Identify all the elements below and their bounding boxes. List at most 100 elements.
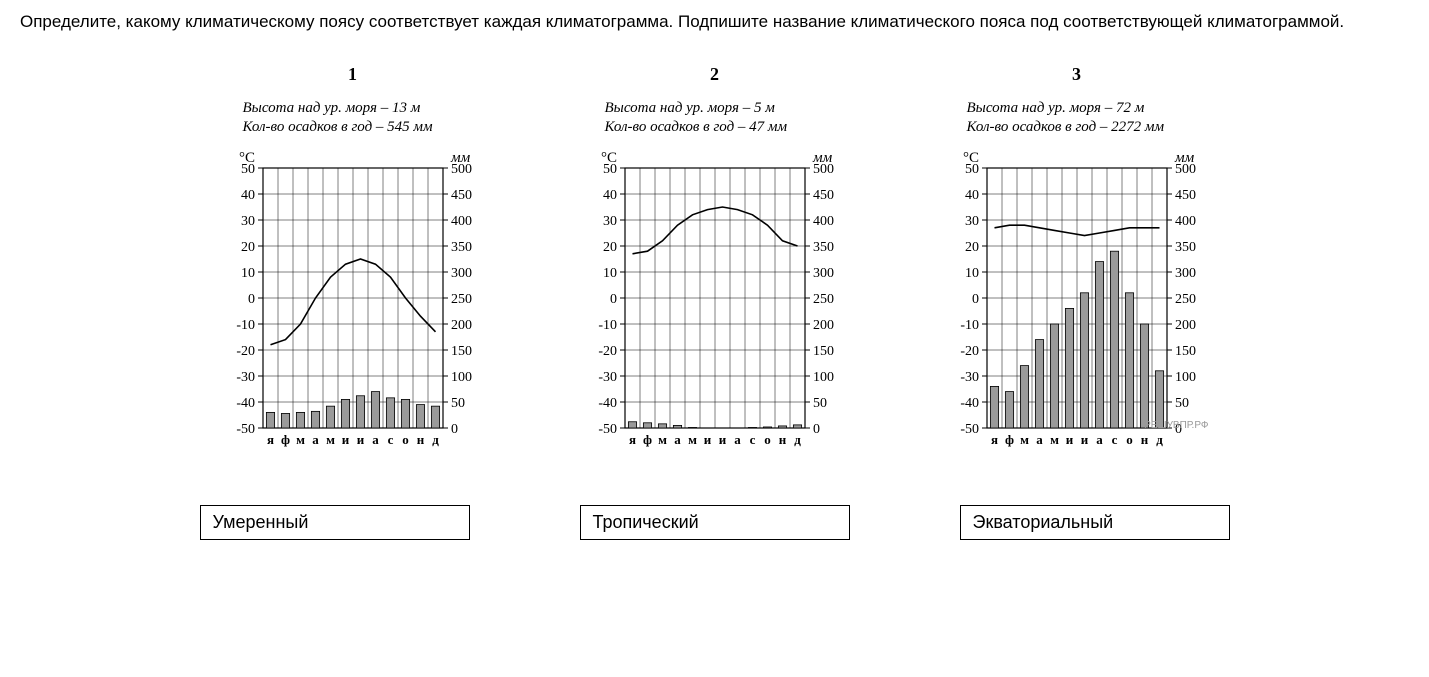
- svg-text:150: 150: [1175, 344, 1196, 359]
- climatogram-svg: 50403020100-10-20-30-40-5050045040035030…: [941, 146, 1213, 450]
- svg-text:а: а: [372, 432, 379, 447]
- svg-text:-30: -30: [598, 370, 617, 385]
- svg-text:-20: -20: [598, 344, 617, 359]
- chart-block-1: 1Высота над ур. моря – 13 мКол-во осадко…: [217, 64, 489, 455]
- altitude-line: Высота над ур. моря – 5 м: [605, 99, 788, 119]
- svg-text:300: 300: [813, 266, 834, 281]
- svg-text:50: 50: [451, 396, 465, 411]
- svg-text:и: и: [1080, 432, 1088, 447]
- svg-text:40: 40: [603, 188, 617, 203]
- svg-text:10: 10: [241, 266, 255, 281]
- svg-text:я: я: [628, 432, 635, 447]
- chart-meta: Высота над ур. моря – 13 мКол-во осадков…: [217, 99, 433, 138]
- svg-text:-50: -50: [598, 422, 617, 437]
- svg-text:м: м: [296, 432, 305, 447]
- chart-svg-wrap: 50403020100-10-20-30-40-5050045040035030…: [579, 146, 851, 455]
- svg-text:400: 400: [1175, 214, 1196, 229]
- answers-row: Умеренный Тропический Экваториальный: [10, 505, 1419, 540]
- svg-text:н: н: [1140, 432, 1148, 447]
- svg-text:250: 250: [1175, 292, 1196, 307]
- svg-text:-20: -20: [960, 344, 979, 359]
- svg-text:200: 200: [1175, 318, 1196, 333]
- svg-text:30: 30: [603, 214, 617, 229]
- svg-text:м: м: [1020, 432, 1029, 447]
- svg-text:200: 200: [813, 318, 834, 333]
- answer-input-1[interactable]: Умеренный: [200, 505, 470, 540]
- svg-text:300: 300: [1175, 266, 1196, 281]
- altitude-line: Высота над ур. моря – 13 м: [243, 99, 433, 119]
- svg-text:50: 50: [813, 396, 827, 411]
- svg-text:мм: мм: [1174, 150, 1195, 166]
- svg-text:-10: -10: [960, 318, 979, 333]
- precip-year-line: Кол-во осадков в год – 47 мм: [605, 118, 788, 138]
- svg-text:мм: мм: [812, 150, 833, 166]
- svg-text:а: а: [734, 432, 741, 447]
- svg-text:400: 400: [813, 214, 834, 229]
- svg-text:350: 350: [451, 240, 472, 255]
- svg-text:350: 350: [1175, 240, 1196, 255]
- svg-text:и: и: [341, 432, 349, 447]
- svg-text:н: н: [778, 432, 786, 447]
- svg-text:400: 400: [451, 214, 472, 229]
- instruction-text: Определите, какому климатическому поясу …: [10, 10, 1419, 34]
- svg-text:50: 50: [1175, 396, 1189, 411]
- svg-text:0: 0: [972, 292, 979, 307]
- svg-text:-10: -10: [598, 318, 617, 333]
- svg-text:200: 200: [451, 318, 472, 333]
- svg-text:ф: ф: [1005, 432, 1014, 447]
- svg-text:д: д: [794, 432, 801, 447]
- svg-text:100: 100: [451, 370, 472, 385]
- svg-text:м: м: [1050, 432, 1059, 447]
- svg-text:д: д: [1156, 432, 1163, 447]
- chart-meta: Высота над ур. моря – 72 мКол-во осадков…: [941, 99, 1165, 138]
- svg-text:ф: ф: [281, 432, 290, 447]
- svg-text:100: 100: [1175, 370, 1196, 385]
- svg-text:я: я: [990, 432, 997, 447]
- chart-number: 2: [710, 64, 719, 85]
- chart-meta: Высота над ур. моря – 5 мКол-во осадков …: [579, 99, 788, 138]
- svg-text:30: 30: [965, 214, 979, 229]
- svg-text:о: о: [1126, 432, 1133, 447]
- svg-text:450: 450: [1175, 188, 1196, 203]
- svg-text:250: 250: [451, 292, 472, 307]
- svg-text:-40: -40: [960, 396, 979, 411]
- svg-text:с: с: [387, 432, 393, 447]
- svg-text:а: а: [312, 432, 319, 447]
- svg-text:-50: -50: [236, 422, 255, 437]
- svg-text:н: н: [416, 432, 424, 447]
- answer-input-2[interactable]: Тропический: [580, 505, 850, 540]
- svg-text:350: 350: [813, 240, 834, 255]
- svg-text:150: 150: [813, 344, 834, 359]
- svg-text:-20: -20: [236, 344, 255, 359]
- svg-text:°C: °C: [600, 150, 616, 166]
- answer-input-3[interactable]: Экваториальный: [960, 505, 1230, 540]
- svg-text:300: 300: [451, 266, 472, 281]
- svg-text:-30: -30: [236, 370, 255, 385]
- svg-text:100: 100: [813, 370, 834, 385]
- chart-svg-wrap: 50403020100-10-20-30-40-5050045040035030…: [941, 146, 1213, 455]
- svg-text:и: и: [703, 432, 711, 447]
- svg-text:о: о: [764, 432, 771, 447]
- svg-text:м: м: [688, 432, 697, 447]
- chart-number: 3: [1072, 64, 1081, 85]
- svg-text:а: а: [1096, 432, 1103, 447]
- chart-block-2: 2 Высота над ур. моря – 5 мКол-во осадков…: [579, 64, 851, 455]
- svg-text:10: 10: [965, 266, 979, 281]
- svg-text:0: 0: [248, 292, 255, 307]
- svg-text:ф: ф: [643, 432, 652, 447]
- chart-svg-wrap: 50403020100-10-20-30-40-5050045040035030…: [217, 146, 489, 455]
- climatogram-svg: 50403020100-10-20-30-40-5050045040035030…: [217, 146, 489, 450]
- svg-text:а: а: [674, 432, 681, 447]
- chart-block-3: 3 Высота над ур. моря – 72 мКол-во осадко…: [941, 64, 1213, 455]
- svg-text:450: 450: [451, 188, 472, 203]
- svg-text:450: 450: [813, 188, 834, 203]
- svg-text:-40: -40: [598, 396, 617, 411]
- precip-year-line: Кол-во осадков в год – 2272 мм: [967, 118, 1165, 138]
- svg-text:-10: -10: [236, 318, 255, 333]
- svg-text:м: м: [658, 432, 667, 447]
- svg-text:-40: -40: [236, 396, 255, 411]
- svg-text:с: с: [749, 432, 755, 447]
- svg-text:и: и: [1065, 432, 1073, 447]
- climatogram-svg: 50403020100-10-20-30-40-5050045040035030…: [579, 146, 851, 450]
- svg-text:10: 10: [603, 266, 617, 281]
